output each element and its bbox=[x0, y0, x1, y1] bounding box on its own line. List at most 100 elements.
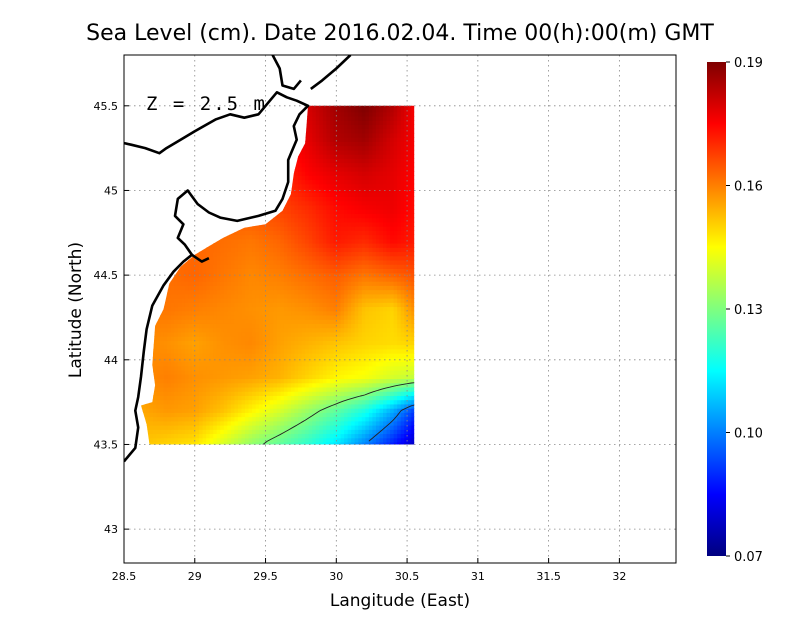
field-cell bbox=[379, 327, 384, 333]
field-cell bbox=[262, 327, 267, 333]
field-cell bbox=[294, 306, 299, 312]
field-cell bbox=[375, 323, 381, 329]
field-cell bbox=[411, 230, 415, 236]
field-cell bbox=[252, 336, 257, 341]
field-cell bbox=[390, 187, 395, 193]
field-cell bbox=[365, 437, 370, 443]
field-cell bbox=[344, 204, 349, 210]
field-cell bbox=[209, 276, 214, 282]
field-cell bbox=[262, 336, 267, 341]
field-cell bbox=[170, 412, 175, 418]
field-cell bbox=[245, 340, 250, 346]
field-cell bbox=[351, 378, 356, 384]
field-cell bbox=[358, 420, 363, 426]
field-cell bbox=[216, 285, 221, 291]
field-cell bbox=[351, 289, 356, 295]
field-cell bbox=[368, 369, 373, 375]
field-cell bbox=[177, 297, 182, 303]
field-cell bbox=[181, 399, 186, 405]
field-cell bbox=[283, 281, 289, 286]
field-cell bbox=[276, 238, 281, 244]
field-cell bbox=[262, 302, 267, 308]
field-cell bbox=[337, 183, 342, 189]
field-cell bbox=[375, 306, 381, 312]
field-cell bbox=[276, 217, 281, 223]
field-cell bbox=[199, 365, 204, 371]
field-cell bbox=[262, 323, 267, 329]
field-cell bbox=[347, 416, 352, 422]
field-cell bbox=[312, 209, 317, 214]
field-cell bbox=[386, 293, 391, 299]
field-cell bbox=[206, 441, 211, 445]
field-cell bbox=[230, 391, 235, 396]
field-cell bbox=[308, 268, 313, 274]
field-cell bbox=[298, 247, 303, 253]
field-cell bbox=[383, 204, 388, 210]
field-cell bbox=[361, 395, 366, 401]
field-cell bbox=[213, 331, 218, 337]
field-cell bbox=[245, 289, 250, 295]
field-cell bbox=[142, 403, 147, 409]
field-cell bbox=[368, 433, 373, 439]
field-cell bbox=[241, 429, 246, 435]
field-cell bbox=[329, 310, 335, 316]
field-cell bbox=[315, 259, 320, 265]
field-cell bbox=[174, 399, 179, 405]
field-cell bbox=[351, 247, 356, 253]
field-cell bbox=[252, 344, 257, 350]
field-cell bbox=[262, 361, 267, 367]
field-cell bbox=[174, 302, 179, 308]
field-cell bbox=[216, 382, 221, 388]
field-cell bbox=[333, 306, 338, 312]
field-cell bbox=[340, 226, 345, 231]
field-cell bbox=[298, 209, 303, 214]
field-cell bbox=[252, 306, 257, 312]
field-cell bbox=[269, 314, 274, 320]
field-cell bbox=[227, 242, 232, 248]
field-cell bbox=[347, 213, 352, 219]
field-cell bbox=[319, 234, 324, 240]
field-cell bbox=[319, 429, 324, 435]
field-cell bbox=[259, 247, 264, 253]
field-cell bbox=[280, 331, 285, 337]
field-cell bbox=[326, 217, 331, 223]
field-cell bbox=[174, 386, 179, 392]
field-cell bbox=[213, 416, 218, 422]
field-cell bbox=[234, 310, 239, 316]
field-cell bbox=[241, 412, 246, 418]
field-cell bbox=[273, 416, 278, 422]
field-cell bbox=[223, 344, 228, 350]
field-cell bbox=[248, 323, 253, 329]
field-cell bbox=[269, 293, 274, 299]
field-cell bbox=[308, 314, 313, 320]
field-cell bbox=[245, 268, 250, 274]
field-cell bbox=[333, 221, 338, 227]
field-cell bbox=[195, 281, 200, 286]
field-cell bbox=[347, 196, 352, 202]
field-cell bbox=[276, 327, 281, 333]
field-cell bbox=[276, 221, 281, 227]
field-cell bbox=[230, 323, 235, 329]
field-cell bbox=[266, 374, 271, 380]
field-cell bbox=[167, 403, 172, 409]
field-cell bbox=[181, 357, 186, 363]
field-cell bbox=[237, 323, 243, 329]
field-cell bbox=[181, 272, 186, 278]
field-cell bbox=[358, 327, 363, 333]
field-cell bbox=[315, 331, 320, 337]
field-cell bbox=[241, 297, 246, 303]
field-cell bbox=[237, 412, 243, 418]
field-cell bbox=[174, 395, 179, 401]
field-cell bbox=[276, 230, 281, 236]
field-cell bbox=[276, 255, 281, 261]
field-cell bbox=[213, 374, 218, 380]
field-cell bbox=[326, 289, 331, 295]
field-cell bbox=[404, 247, 409, 253]
field-cell bbox=[312, 403, 317, 409]
field-cell bbox=[344, 297, 349, 303]
field-cell bbox=[262, 365, 267, 371]
field-cell bbox=[368, 264, 373, 269]
field-cell bbox=[305, 196, 310, 202]
field-cell bbox=[184, 365, 189, 371]
field-cell bbox=[383, 336, 388, 341]
